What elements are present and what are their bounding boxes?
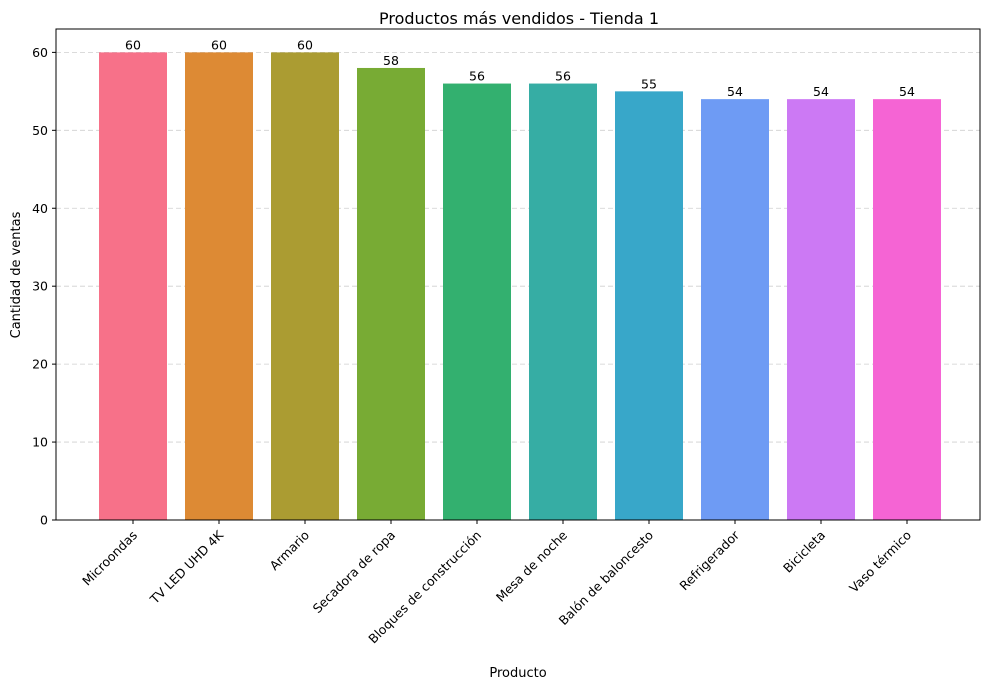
bar <box>99 52 167 520</box>
bar <box>615 91 683 520</box>
bar <box>873 99 941 521</box>
bar <box>443 83 511 521</box>
y-tick-label: 40 <box>32 201 48 216</box>
x-tick-label: Vaso térmico <box>846 528 914 596</box>
bar <box>529 83 597 521</box>
bar <box>357 67 425 520</box>
x-tick-label: Microondas <box>79 528 140 589</box>
bar-value-label: 60 <box>125 37 141 52</box>
x-tick-label: Refrigerador <box>676 527 742 593</box>
x-tick-label: TV LED UHD 4K <box>146 527 226 607</box>
x-tick-label: Armario <box>266 528 312 574</box>
bar-value-label: 60 <box>297 37 313 52</box>
plot-frame <box>55 28 981 521</box>
bar-value-label: 54 <box>813 84 829 99</box>
y-tick-label: 20 <box>32 357 48 372</box>
bar <box>185 52 253 520</box>
x-tick-label: Mesa de noche <box>493 527 570 604</box>
bar <box>271 52 339 520</box>
y-tick-label: 10 <box>32 435 48 450</box>
bar-value-label: 54 <box>899 84 915 99</box>
y-tick-label: 50 <box>32 123 48 138</box>
y-axis-label: Cantidad de ventas <box>9 211 24 338</box>
x-tick-label: Balón de baloncesto <box>556 528 656 628</box>
data-labels: 60 60 60 58 56 56 55 54 54 54 <box>125 37 915 99</box>
bar-value-label: 54 <box>727 84 743 99</box>
bars <box>99 52 941 521</box>
x-tick-label: Bicicleta <box>780 528 828 576</box>
bar <box>701 99 769 521</box>
y-axis: 0 10 20 30 40 50 60 <box>32 45 56 528</box>
bar-value-label: 56 <box>555 69 571 84</box>
chart-title: Productos más vendidos - Tienda 1 <box>379 9 659 28</box>
bar <box>787 99 855 521</box>
y-tick-label: 60 <box>32 45 48 60</box>
bar-value-label: 60 <box>211 37 227 52</box>
y-tick-label: 0 <box>40 513 48 528</box>
y-tick-label: 30 <box>32 279 48 294</box>
bar-value-label: 55 <box>641 76 657 91</box>
bar-value-label: 56 <box>469 69 485 84</box>
x-tick-label: Secadora de ropa <box>310 528 399 617</box>
bar-value-label: 58 <box>383 53 399 68</box>
x-axis-label: Producto <box>489 666 546 681</box>
